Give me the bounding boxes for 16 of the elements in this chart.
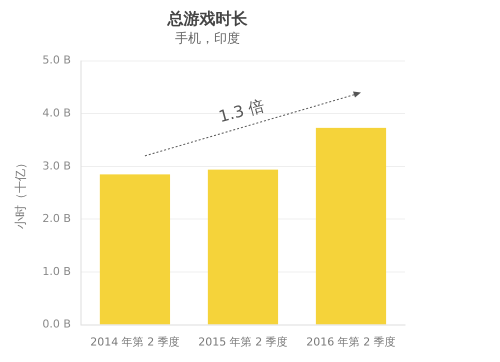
x-tick-label: 2015 年第 2 季度: [198, 335, 288, 348]
y-tick-label: 4.0 B: [42, 106, 71, 120]
y-tick-label: 3.0 B: [42, 159, 71, 172]
x-tick-label: 2014 年第 2 季度: [90, 335, 180, 348]
y-tick-label: 1.0 B: [42, 264, 71, 278]
bar: [208, 170, 278, 324]
y-tick-label: 2.0 B: [42, 212, 71, 226]
y-tick-label: 5.0 B: [42, 54, 71, 67]
x-tick-label: 2016 年第 2 季度: [306, 335, 396, 348]
y-axis-title: 小时（十亿）: [13, 156, 28, 229]
bar: [316, 128, 386, 324]
y-tick-label: 0.0 B: [42, 318, 71, 331]
bar: [100, 174, 170, 324]
annotation: 1.3 倍: [216, 96, 266, 126]
chart-subtitle: 手机，印度: [175, 30, 240, 46]
chart-title: 总游戏时长: [166, 8, 248, 28]
